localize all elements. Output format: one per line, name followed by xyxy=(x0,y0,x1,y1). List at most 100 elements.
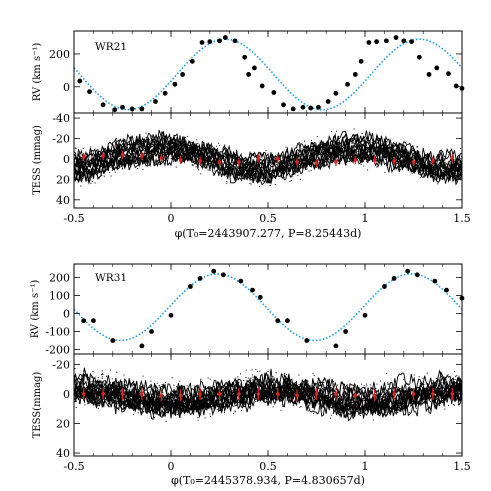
wr21-tess-lc-dot xyxy=(159,143,161,145)
wr21-tess-lc-dot xyxy=(330,146,332,148)
wr31-tess-lc-dot xyxy=(211,389,213,391)
wr21-tess-lc-dot xyxy=(202,149,204,151)
wr31-tess-lc-dot xyxy=(199,412,200,414)
wr31-tess-lc-dot xyxy=(225,401,227,403)
wr21-tess-lc-dot xyxy=(353,134,355,136)
wr31-tess-lc-dot xyxy=(212,397,213,399)
wr31-tess-lc-dot xyxy=(418,402,420,404)
wr21-tess-lc-dot xyxy=(325,158,327,160)
wr31-tess-lc-dot xyxy=(246,387,247,389)
wr31-tess-lc-dot xyxy=(93,390,95,392)
wr21-tess-lc-dot xyxy=(347,161,349,163)
wr21-tess-lc-dot xyxy=(398,158,400,160)
wr31-tess-lc-dot xyxy=(136,407,138,409)
wr31-tess-lc-dot xyxy=(300,387,302,389)
wr21-tess-lc-dot xyxy=(75,169,77,171)
wr21-tess-lc-dot xyxy=(211,154,213,156)
wr21-tess-lc-dot xyxy=(221,176,223,178)
wr21-rv-point xyxy=(393,35,399,40)
wr31-tess-lc-dot xyxy=(318,403,320,405)
wr21-tess-lc-dot xyxy=(339,146,341,147)
wr31-tess-lc-dot xyxy=(274,403,276,405)
wr31-tess-lc-dot xyxy=(378,396,380,398)
wr21-tess-lc-dot xyxy=(394,154,396,156)
wr21-tess-lc-dot xyxy=(316,136,318,138)
wr31-tess-xtick-label: 0.5 xyxy=(259,460,277,473)
wr31-tess-lc-dot xyxy=(77,388,79,390)
wr31-tess-lc-dot xyxy=(241,410,243,412)
wr21-tess-lc-dot xyxy=(80,176,82,178)
wr31-tess-lc-dot xyxy=(229,401,231,403)
wr21-tess-lc-dot xyxy=(136,158,138,160)
wr21-tess-lc-dot xyxy=(339,148,341,150)
wr31-tess-lc-dot xyxy=(385,398,387,400)
wr31-tess-lc-dot xyxy=(380,389,382,391)
wr31-tess-lc-dot xyxy=(423,391,425,393)
wr21-tess-lc-dot xyxy=(406,145,407,146)
wr21-tess-lc-dot xyxy=(249,170,251,172)
wr31-tess-lc-dot xyxy=(234,397,236,399)
wr31-tess-lc-dot xyxy=(102,381,104,383)
wr21-tess-lc-dot xyxy=(396,147,398,149)
wr31-tess-lc-dot xyxy=(245,377,247,378)
wr21-tess-lc-dot xyxy=(243,159,245,161)
wr21-tess-lc-dot xyxy=(426,168,428,170)
wr31-tess-binned-point xyxy=(159,393,164,398)
wr31-tess-lc-dot xyxy=(134,387,136,389)
wr21-tess-lc-dot xyxy=(289,166,291,168)
wr31-tess-lc-dot xyxy=(203,401,205,403)
wr21-tess-lc-dot xyxy=(104,153,106,155)
wr31-tess-lc-dot xyxy=(170,403,172,405)
wr21-tess-lc-dot xyxy=(288,164,290,166)
wr21-tess-lc-dot xyxy=(104,160,106,162)
wr31-tess-lc-dot xyxy=(261,382,263,384)
wr21-tess-lc-dot xyxy=(256,170,258,172)
wr21-tess-lc-dot xyxy=(312,155,314,157)
wr31-tess-binned-point xyxy=(237,392,241,396)
wr31-tess-lc-dot xyxy=(420,395,422,397)
wr31-tess-lc-dot xyxy=(421,394,423,396)
wr31-tess-lc-dot xyxy=(318,396,320,398)
wr21-rv-point xyxy=(446,71,451,77)
wr31-tess-lc-dot xyxy=(308,385,309,387)
wr21-tess-lc-dot xyxy=(189,157,191,159)
wr21-tess-lc-dot xyxy=(178,149,180,151)
wr31-tess-lc-dot xyxy=(176,391,178,393)
wr31-tess-lc-dot xyxy=(421,397,423,399)
wr21-tess-lc-dot xyxy=(93,155,95,157)
wr21-tess-lc-dot xyxy=(118,152,119,154)
wr31-tess-lc-dot xyxy=(376,413,378,415)
wr21-tess-lc-dot xyxy=(418,158,420,160)
wr21-tess-lc-dot xyxy=(333,145,335,147)
wr31-tess-lc-dot xyxy=(457,404,459,406)
wr21-tess-lc-dot xyxy=(83,169,85,171)
wr21-tess-lc-dot xyxy=(411,148,413,150)
wr21-tess-lc-dot xyxy=(386,157,388,159)
wr31-tess-lc-dot xyxy=(181,402,183,404)
wr31-tess-lc-dot xyxy=(255,399,257,400)
wr21-tess-lc-dot xyxy=(384,156,385,158)
wr21-tess-lc-dot xyxy=(234,171,236,173)
wr31-tess-lc-dot xyxy=(161,406,163,408)
wr21-rv-point xyxy=(189,58,195,64)
wr21-tess-lc-dot xyxy=(393,152,395,154)
wr31-tess-lc-dot xyxy=(210,403,212,405)
wr31-tess-lc-dot xyxy=(236,397,237,399)
wr31-tess-lc-dot xyxy=(323,395,325,397)
wr31-tess-lc-dot xyxy=(108,405,110,407)
wr21-tess-lc-dot xyxy=(80,160,82,162)
wr21-tess-lc-dot xyxy=(100,157,101,159)
wr31-tess-lc-dot xyxy=(364,388,365,389)
wr21-tess-lc-dot xyxy=(347,157,348,159)
wr21-tess-lc-dot xyxy=(332,153,334,155)
wr31-tess-lc-dot xyxy=(99,385,101,387)
wr31-tess-lc-dot xyxy=(239,392,241,393)
wr31-tess-binned-point xyxy=(392,392,396,396)
wr21-tess-lc-dot xyxy=(182,157,183,159)
wr21-rv-point xyxy=(325,99,331,104)
wr21-tess-lc-dot xyxy=(214,162,215,164)
wr31-tess-lc-dot xyxy=(249,393,251,394)
wr21-tess-lc-dot xyxy=(447,161,449,163)
wr31-tess-lc-dot xyxy=(337,384,339,386)
wr21-tess-lc-dot xyxy=(428,171,430,173)
